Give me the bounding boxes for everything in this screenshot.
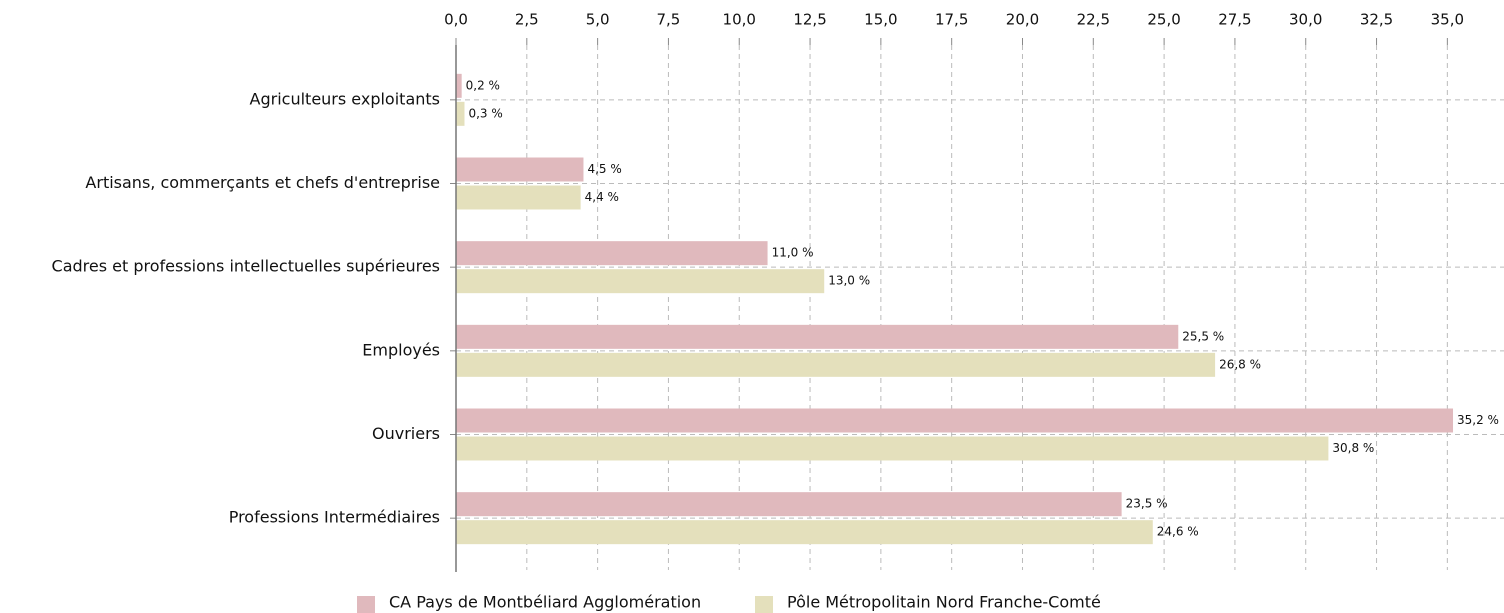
value-label: 4,5 % (587, 162, 621, 176)
legend-label: CA Pays de Montbéliard Agglomération (389, 593, 701, 612)
bar (456, 436, 1329, 461)
x-tick-label: 22,5 (1077, 11, 1110, 29)
bar (456, 408, 1454, 433)
x-tick-label: 32,5 (1360, 11, 1393, 29)
bar (456, 492, 1122, 517)
bar (456, 73, 462, 98)
y-tick-label: Ouvriers (372, 424, 440, 443)
x-tick-label: 30,0 (1289, 11, 1322, 29)
x-tick-label: 10,0 (723, 11, 756, 29)
value-label: 13,0 % (828, 274, 870, 288)
x-tick-label: 0,0 (444, 11, 468, 29)
x-tick-label: 20,0 (1006, 11, 1039, 29)
y-tick-label: Artisans, commerçants et chefs d'entrepr… (85, 173, 440, 192)
value-label: 26,8 % (1219, 357, 1261, 371)
x-tick-label: 17,5 (935, 11, 968, 29)
value-label: 11,0 % (772, 246, 814, 260)
value-label: 0,2 % (466, 78, 500, 92)
y-tick-label: Cadres et professions intellectuelles su… (52, 257, 440, 276)
bar (456, 157, 584, 182)
bar (456, 101, 465, 126)
value-label: 30,8 % (1332, 441, 1374, 455)
bar (456, 520, 1153, 545)
value-label: 4,4 % (585, 190, 619, 204)
value-label: 24,6 % (1157, 525, 1199, 539)
value-label: 0,3 % (468, 106, 502, 120)
bar (456, 269, 825, 294)
x-tick-label: 2,5 (515, 11, 539, 29)
x-tick-label: 15,0 (864, 11, 897, 29)
bar (456, 185, 581, 210)
legend-swatch (357, 596, 375, 613)
x-tick-label: 27,5 (1218, 11, 1251, 29)
value-label: 35,2 % (1457, 413, 1499, 427)
y-tick-label: Professions Intermédiaires (229, 508, 440, 527)
bar (456, 352, 1216, 377)
y-tick-label: Agriculteurs exploitants (250, 89, 440, 108)
bar (456, 241, 768, 266)
x-tick-label: 35,0 (1431, 11, 1464, 29)
x-tick-label: 25,0 (1147, 11, 1180, 29)
x-tick-label: 7,5 (657, 11, 681, 29)
value-label: 23,5 % (1126, 497, 1168, 511)
legend-swatch (755, 596, 773, 613)
y-tick-label: Employés (362, 340, 440, 359)
x-tick-label: 12,5 (793, 11, 826, 29)
legend-label: Pôle Métropolitain Nord Franche-Comté (787, 593, 1101, 612)
x-tick-label: 5,0 (586, 11, 610, 29)
bar (456, 324, 1179, 349)
value-label: 25,5 % (1182, 329, 1224, 343)
